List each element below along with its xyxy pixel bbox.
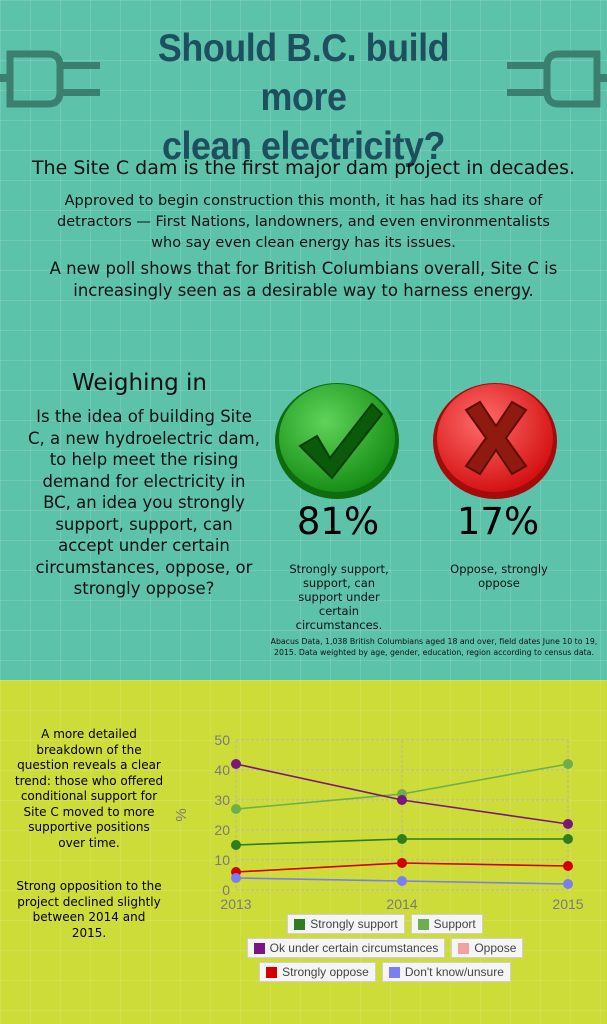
top-panel [0, 0, 607, 680]
lead-text: The Site C dam is the first major dam pr… [31, 157, 576, 179]
legend-label: Strongly oppose [282, 965, 369, 979]
legend-label: Don't know/unsure [404, 965, 504, 979]
y-axis-label: % [173, 808, 190, 821]
legend-swatch [388, 966, 400, 978]
legend-swatch [458, 942, 470, 954]
data-point [563, 879, 573, 889]
x-tick-label: 2013 [220, 896, 251, 912]
legend-item: Support [410, 914, 483, 934]
legend-item: Ok under certain circumstances [246, 938, 446, 958]
electric-plug-icon [507, 50, 607, 108]
title-line-2: clean electricity? [162, 125, 445, 168]
legend-swatch [417, 918, 429, 930]
title-line-1: Should B.C. build more [157, 27, 450, 119]
y-tick-label: 50 [214, 732, 230, 748]
legend-row: Strongly oppose Don't know/unsure [170, 962, 600, 982]
legend-label: Oppose [474, 941, 517, 955]
legend-item: Don't know/unsure [381, 962, 511, 982]
data-point [231, 840, 241, 850]
chart-legend: Strongly support Support Ok under certain… [170, 914, 600, 986]
legend-row: Strongly support Support [170, 914, 600, 934]
x-tick-label: 2015 [552, 896, 583, 912]
check-mark-icon [275, 383, 399, 499]
data-point [231, 759, 241, 769]
x-tick-label: 2014 [386, 896, 417, 912]
electric-plug-icon [0, 50, 100, 108]
legend-swatch [294, 918, 306, 930]
data-point [563, 861, 573, 871]
trend-line-chart: 0 10 20 30 40 50 2013 2014 2015% [173, 732, 584, 912]
y-tick-label: 30 [214, 792, 230, 808]
data-point [397, 858, 407, 868]
source-note: Abacus Data, 1,038 British Columbians ag… [270, 637, 598, 657]
data-point [563, 759, 573, 769]
intro-paragraph: Approved to begin construction this mont… [57, 193, 550, 251]
data-point [397, 834, 407, 844]
opposition-text: Strong opposition to the project decline… [16, 879, 162, 940]
legend-label: Support [433, 917, 476, 931]
oppose-percent: 17% [456, 500, 540, 543]
data-point [397, 795, 407, 805]
legend-item: Oppose [451, 938, 524, 958]
support-caption: Strongly support, support, can support u… [289, 562, 389, 632]
oppose-caption: Oppose, strongly oppose [450, 562, 548, 590]
legend-row: Ok under certain circumstances Oppose [170, 938, 600, 958]
y-tick-label: 20 [214, 822, 230, 838]
data-point [563, 834, 573, 844]
legend-label: Strongly support [310, 917, 398, 931]
poll-paragraph: A new poll shows that for British Columb… [49, 259, 558, 300]
legend-label: Ok under certain circumstances [269, 941, 439, 955]
legend-item: Strongly oppose [259, 962, 376, 982]
data-point [563, 819, 573, 829]
data-point [231, 873, 241, 883]
section-title: Weighing in [72, 370, 207, 396]
legend-item: Strongly support [287, 914, 405, 934]
x-mark-icon [433, 383, 557, 499]
y-tick-label: 40 [214, 762, 230, 778]
data-point [397, 876, 407, 886]
legend-swatch [266, 966, 278, 978]
data-point [231, 804, 241, 814]
poll-question: Is the idea of building Site C, a new hy… [28, 407, 260, 598]
legend-swatch [253, 942, 265, 954]
page-title: Should B.C. build more clean electricity… [116, 24, 490, 171]
y-tick-label: 0 [222, 882, 230, 898]
support-percent: 81% [296, 500, 380, 543]
y-tick-label: 10 [214, 852, 230, 868]
breakdown-text: A more detailed breakdown of the questio… [14, 727, 164, 850]
